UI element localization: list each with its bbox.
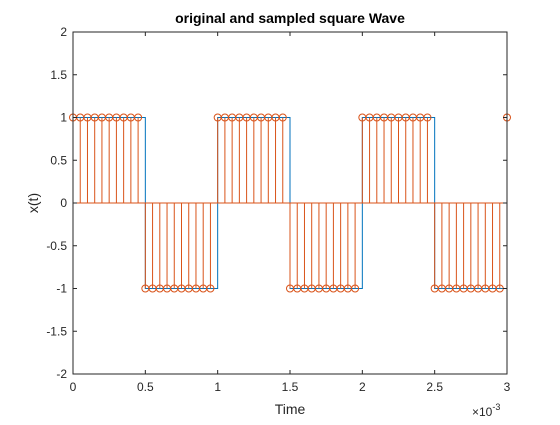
x-exponent-base: ×10 (472, 405, 493, 419)
stem-markers (69, 113, 511, 293)
stem-marker (134, 113, 143, 122)
x-tick-label: 2 (359, 380, 366, 394)
x-axis-label: Time (275, 401, 306, 417)
y-tick-label: -2 (56, 367, 67, 381)
y-tick-label: 0.5 (50, 153, 67, 167)
x-tick-label: 3 (504, 380, 511, 394)
y-axis-label: x(t) (25, 193, 41, 213)
stem-marker (423, 113, 432, 122)
stem-marker (351, 284, 360, 293)
y-tick-label: 1 (60, 111, 67, 125)
x-axis-exponent: ×10-3 (472, 402, 500, 419)
stem-marker (206, 284, 215, 293)
x-tick-label: 0.5 (137, 380, 154, 394)
y-tick-label: -0.5 (46, 239, 67, 253)
stem-lines (72, 117, 508, 289)
x-tick-label: 2.5 (426, 380, 443, 394)
x-exponent-power: -3 (492, 402, 500, 412)
y-axis-ticks: -2 -1.5 -1 -0.5 0 0.5 1 1.5 2 (46, 25, 507, 381)
y-tick-label: -1.5 (46, 324, 67, 338)
x-tick-label: 0 (70, 380, 77, 394)
x-tick-label: 1.5 (282, 380, 299, 394)
y-tick-label: 2 (60, 25, 67, 39)
stem-marker (278, 113, 287, 122)
sampled-stems-group (69, 113, 511, 293)
chart-title: original and sampled square Wave (175, 10, 405, 26)
x-axis-ticks: 0 0.5 1 1.5 2 2.5 3 (70, 32, 511, 394)
x-tick-label: 1 (214, 380, 221, 394)
y-tick-label: 0 (60, 196, 67, 210)
y-tick-label: 1.5 (50, 68, 67, 82)
y-tick-label: -1 (56, 282, 67, 296)
